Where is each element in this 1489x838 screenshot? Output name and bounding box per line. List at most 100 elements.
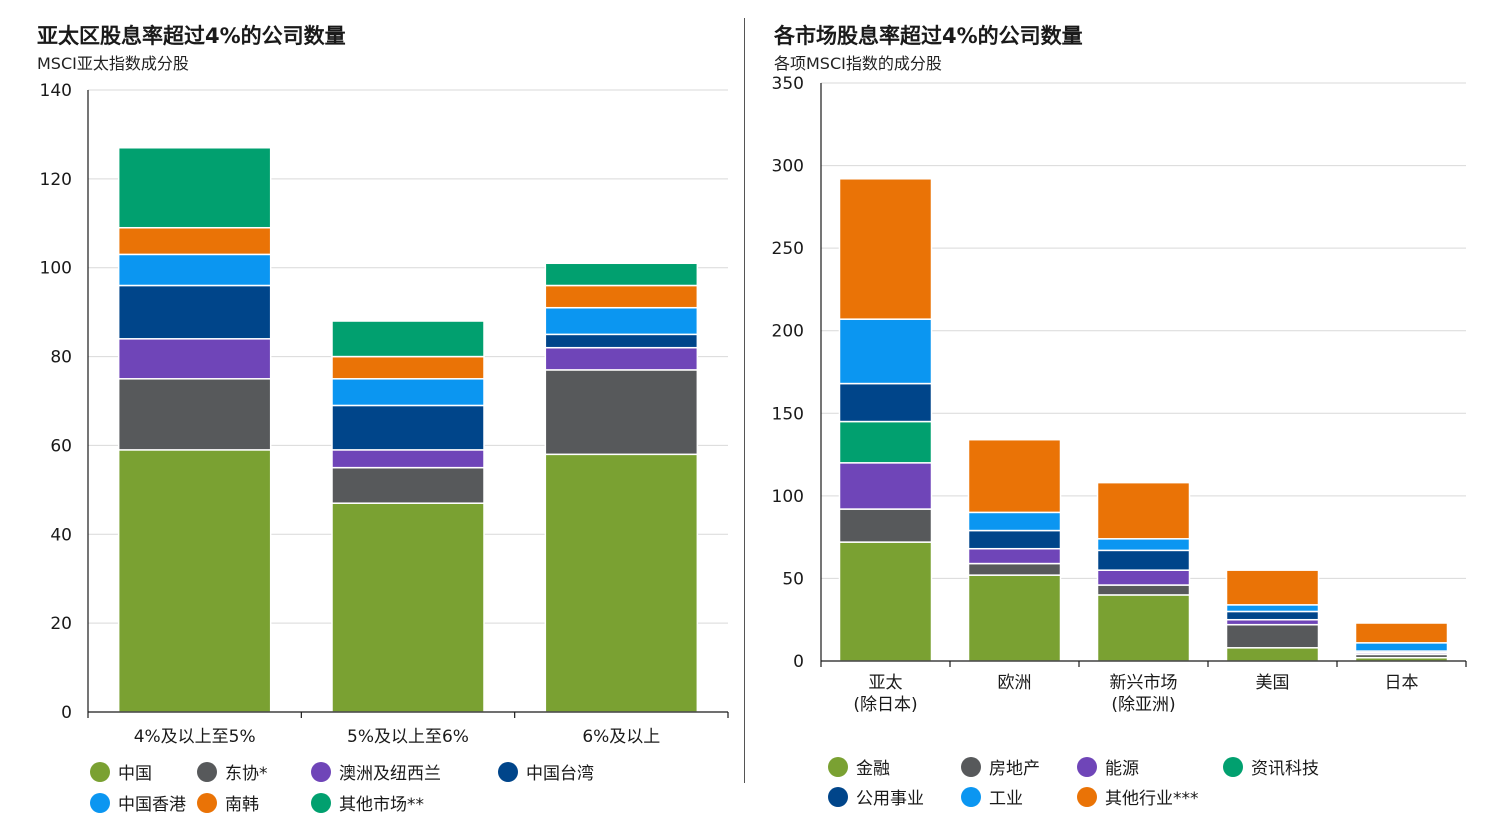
left-chart-bar-segment xyxy=(544,333,699,349)
right-chart-bar-segment xyxy=(1225,623,1320,649)
right-chart-legend-swatch xyxy=(828,786,848,807)
right-chart-bar-segment xyxy=(1096,594,1191,662)
right-chart-y-tick-label: 0 xyxy=(793,652,804,672)
left-chart-y-tick-label: 40 xyxy=(50,525,72,545)
left-chart-subtitle: MSCI亚太指数成分股 xyxy=(37,54,189,73)
right-chart-y-tick-label: 100 xyxy=(772,487,804,507)
right-chart-bar-segment xyxy=(838,178,933,320)
right-chart-legend-item: 金融 xyxy=(828,754,890,779)
right-chart-bar-segment xyxy=(838,462,933,510)
right-chart-bar-segment xyxy=(967,438,1062,514)
right-chart-legend-item: 其他行业*** xyxy=(1077,784,1199,809)
left-chart-bar-segment xyxy=(331,355,485,380)
right-chart-subtitle: 各项MSCI指数的成分股 xyxy=(774,54,942,73)
right-chart-y-tick-label: 200 xyxy=(772,322,804,342)
left-chart-bar-segment xyxy=(331,502,485,713)
right-chart-panel: 各市场股息率超过4%的公司数量 各项MSCI指数的成分股 0 50 100 150 20… xyxy=(746,0,1489,838)
right-chart-bar-segment xyxy=(838,420,933,464)
left-chart-legend-label: 南韩 xyxy=(225,795,259,815)
left-chart-legend-swatch xyxy=(197,792,217,813)
left-chart-bar-segment xyxy=(331,378,485,407)
left-chart-svg: 0 20 40 60 80 100 120 140 4%及以上至5% 5%及以上至6% 6%及以上 xyxy=(40,81,729,747)
left-chart-y-tick-label: 80 xyxy=(50,348,72,368)
left-chart-bar-segment xyxy=(117,449,272,713)
left-chart-y-tick-label: 140 xyxy=(40,81,72,101)
right-chart-category-label: 亚太(除日本) xyxy=(853,673,917,715)
left-chart-legend-item: 中国 xyxy=(90,759,152,784)
left-chart-legend-label: 中国台湾 xyxy=(526,764,594,784)
left-chart-bar-segment xyxy=(117,284,272,340)
left-chart-bar-segment xyxy=(544,346,699,371)
left-chart-bar-segment xyxy=(544,306,699,336)
right-chart-bar-segment xyxy=(967,547,1062,565)
right-chart-bar-segment xyxy=(1225,610,1320,621)
left-chart-legend-label: 中国 xyxy=(118,764,152,784)
right-chart-category-label: 欧洲 xyxy=(998,673,1032,693)
left-chart-y-tick-label: 20 xyxy=(50,614,72,634)
right-chart-legend-swatch xyxy=(1077,786,1097,807)
left-chart-legend-item: 澳洲及纽西兰 xyxy=(311,759,441,784)
right-chart-bar-segment xyxy=(967,574,1062,662)
right-chart-legend-item: 能源 xyxy=(1077,754,1139,779)
left-chart-panel: 亚太区股息率超过4%的公司数量 MSCI亚太指数成分股 0 20 40 60 80 100… xyxy=(37,24,729,815)
right-chart-legend-label: 能源 xyxy=(1105,759,1139,779)
left-chart-legend-swatch xyxy=(90,792,110,813)
right-chart-legend-label: 金融 xyxy=(856,759,890,779)
right-chart-legend-swatch xyxy=(828,756,848,777)
left-chart-bar-segment xyxy=(331,320,485,358)
left-chart-title: 亚太区股息率超过4%的公司数量 xyxy=(37,24,346,48)
left-chart-bar-segment xyxy=(331,449,485,469)
right-chart-y-tick-label: 50 xyxy=(782,569,804,589)
left-chart-category-label: 5%及以上至6% xyxy=(347,727,469,747)
right-chart-legend-swatch xyxy=(961,756,981,777)
left-chart-bar-segment xyxy=(544,262,699,287)
right-chart-bar-segment xyxy=(1225,647,1320,662)
right-chart-bar-segment xyxy=(1225,604,1320,613)
left-chart-legend-label: 东协* xyxy=(225,764,268,784)
left-chart-legend-swatch xyxy=(311,792,331,813)
right-chart-y-tick-label: 300 xyxy=(772,157,804,177)
right-chart-legend-label: 资讯科技 xyxy=(1251,759,1319,779)
right-chart-category-label: 新兴市场(除亚洲) xyxy=(1110,673,1178,715)
left-chart-bar-segment xyxy=(117,378,272,451)
left-chart-legend-label: 中国香港 xyxy=(118,795,186,815)
left-chart-legend-label: 其他市场** xyxy=(339,795,424,815)
left-chart-y-tick-label: 120 xyxy=(40,170,72,190)
left-chart-y-tick-label: 100 xyxy=(40,259,72,279)
right-chart-bar-segment xyxy=(1225,569,1320,606)
left-chart-legend-swatch xyxy=(197,761,217,782)
left-chart-bar-segment xyxy=(117,226,272,256)
left-chart-legend-item: 东协* xyxy=(197,759,268,784)
right-chart-y-tick-label: 350 xyxy=(772,74,804,94)
left-chart-legend-item: 中国香港 xyxy=(90,790,186,815)
right-chart-legend-label: 工业 xyxy=(989,789,1023,809)
right-chart-legend-swatch xyxy=(1223,756,1243,777)
right-chart-svg: 0 50 100 150 200 250 300 350 亚太(除日本) 欧洲 新兴市场(除亚洲) 美… xyxy=(772,74,1467,715)
right-chart-bar-segment xyxy=(967,511,1062,532)
right-chart-legend-item: 资讯科技 xyxy=(1223,754,1319,779)
right-chart-bar-segment xyxy=(1096,569,1191,586)
right-chart-bar-segment xyxy=(838,318,933,385)
right-chart-bar-segment xyxy=(1096,584,1191,596)
right-chart-category-label: 美国 xyxy=(1256,673,1290,693)
left-chart-y-tick-label: 60 xyxy=(50,436,72,456)
left-chart-legend-swatch xyxy=(90,761,110,782)
left-chart-bar-segment xyxy=(117,147,272,229)
right-chart-legend-label: 公用事业 xyxy=(856,789,924,809)
right-chart-bar-segment xyxy=(967,529,1062,550)
left-chart-legend-item: 其他市场** xyxy=(311,790,424,815)
right-chart-bar-segment xyxy=(1096,549,1191,571)
right-chart-legend-item: 房地产 xyxy=(961,754,1040,779)
right-chart-legend-swatch xyxy=(961,786,981,807)
right-chart-bar-segment xyxy=(838,541,933,662)
left-chart-category-label: 6%及以上 xyxy=(582,727,660,747)
right-chart-legend-label: 房地产 xyxy=(989,759,1040,779)
right-chart-bar-segment xyxy=(1354,622,1449,644)
left-chart-legend-item: 南韩 xyxy=(197,790,259,815)
left-chart-bar-segment xyxy=(544,453,699,713)
right-chart-bar-segment xyxy=(838,508,933,543)
right-chart-category-label: 日本 xyxy=(1385,673,1419,693)
left-chart-bar-segment xyxy=(117,338,272,380)
left-chart-bar-segment xyxy=(331,466,485,504)
panel-divider xyxy=(744,18,745,783)
